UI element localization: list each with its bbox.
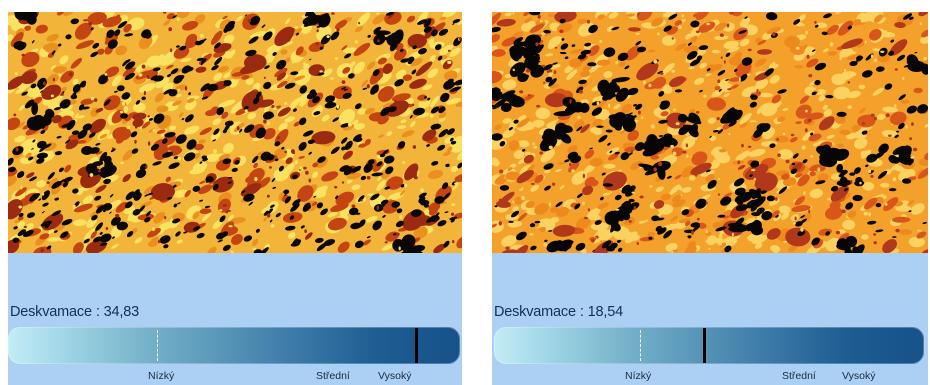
level-marker <box>702 328 706 363</box>
desquamation-texture-image-right <box>492 12 928 253</box>
metric-separator: : <box>579 304 584 320</box>
scale-label-high: Vysoký <box>842 370 876 382</box>
metric-label: Deskvamace <box>10 304 92 320</box>
scale-label-low: Nízký <box>625 370 652 382</box>
severity-scale-bar-left <box>8 327 460 364</box>
low-threshold-line <box>157 330 159 361</box>
skin-analysis-panel-left: Deskvamace:34,83 Nízký Střední Vysoký <box>8 12 462 385</box>
metric-label: Deskvamace <box>494 304 576 320</box>
desquamation-metric-right: Deskvamace:18,54 <box>494 304 623 320</box>
scale-label-medium: Střední <box>782 370 816 382</box>
desquamation-texture-image-left <box>8 12 462 253</box>
metric-value: 34,83 <box>103 304 139 320</box>
low-threshold-line <box>640 330 642 361</box>
scale-label-medium: Střední <box>316 370 350 382</box>
scale-label-low: Nízký <box>148 370 175 382</box>
severity-scale-bar-right <box>494 327 924 364</box>
metric-value: 18,54 <box>587 304 623 320</box>
desquamation-metric-left: Deskvamace:34,83 <box>10 304 139 320</box>
level-marker <box>414 328 418 363</box>
metric-separator: : <box>95 304 100 320</box>
scale-label-high: Vysoký <box>378 370 412 382</box>
skin-analysis-panel-right: Deskvamace:18,54 Nízký Střední Vysoký <box>492 12 928 385</box>
